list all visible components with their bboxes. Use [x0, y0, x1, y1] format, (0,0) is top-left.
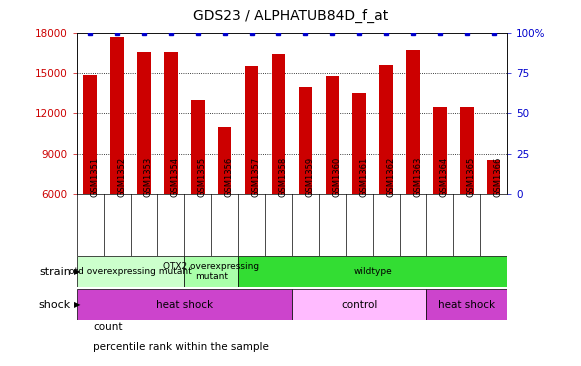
Text: ▶: ▶ — [74, 267, 80, 276]
Bar — [184, 256, 238, 287]
Bar — [460, 107, 474, 194]
Text: count: count — [93, 322, 123, 332]
Text: GSM1363: GSM1363 — [413, 157, 422, 197]
Text: GSM1362: GSM1362 — [386, 157, 395, 197]
Text: otd overexpressing mutant: otd overexpressing mutant — [69, 267, 192, 276]
Text: shock: shock — [38, 300, 71, 310]
Text: GSM1354: GSM1354 — [171, 157, 180, 197]
Text: GSM1364: GSM1364 — [440, 157, 449, 197]
Bar — [406, 51, 419, 194]
Text: GSM1356: GSM1356 — [225, 157, 234, 197]
Bar — [84, 75, 97, 194]
Text: GSM1366: GSM1366 — [494, 157, 503, 197]
Text: GSM1361: GSM1361 — [359, 157, 368, 197]
Bar — [77, 289, 292, 320]
Text: OTX2 overexpressing
mutant: OTX2 overexpressing mutant — [163, 262, 259, 281]
Bar — [433, 107, 447, 194]
Bar — [272, 55, 285, 194]
Bar — [191, 100, 205, 194]
Text: ▶: ▶ — [74, 300, 80, 309]
Bar — [292, 289, 426, 320]
Bar — [325, 76, 339, 194]
Text: GSM1357: GSM1357 — [252, 157, 261, 197]
Bar — [164, 52, 178, 194]
Bar — [487, 160, 500, 194]
Text: wildtype: wildtype — [353, 267, 392, 276]
Bar — [353, 93, 366, 194]
Text: GDS23 / ALPHATUB84D_f_at: GDS23 / ALPHATUB84D_f_at — [193, 9, 388, 23]
Bar — [77, 256, 184, 287]
Text: GSM1365: GSM1365 — [467, 157, 476, 197]
Text: strain: strain — [39, 267, 71, 277]
Bar — [110, 37, 124, 194]
Text: GSM1353: GSM1353 — [144, 157, 153, 197]
Bar — [379, 65, 393, 194]
Text: heat shock: heat shock — [438, 300, 496, 310]
Text: heat shock: heat shock — [156, 300, 213, 310]
Bar — [218, 127, 231, 194]
Text: GSM1355: GSM1355 — [198, 157, 207, 197]
Bar — [245, 67, 259, 194]
Text: GSM1359: GSM1359 — [306, 157, 314, 197]
Text: GSM1352: GSM1352 — [117, 157, 126, 197]
Text: GSM1351: GSM1351 — [90, 157, 99, 197]
Text: GSM1358: GSM1358 — [278, 157, 288, 197]
Bar — [238, 256, 507, 287]
Bar — [426, 289, 507, 320]
Text: control: control — [341, 300, 378, 310]
Text: GSM1360: GSM1360 — [332, 157, 341, 197]
Bar — [299, 87, 312, 194]
Text: percentile rank within the sample: percentile rank within the sample — [93, 342, 269, 352]
Bar — [137, 52, 150, 194]
